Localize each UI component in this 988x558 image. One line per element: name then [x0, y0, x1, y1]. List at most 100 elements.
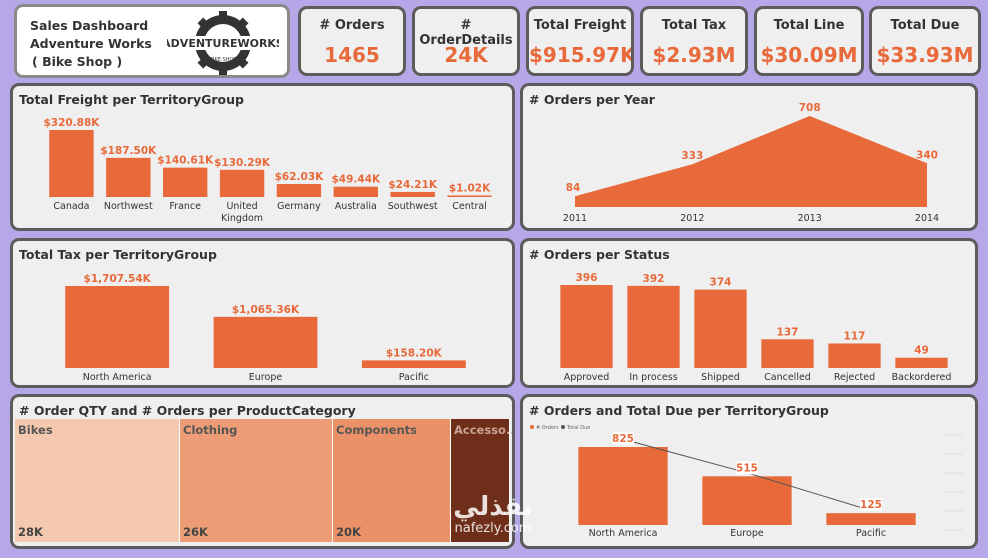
orders-year-chart-card: # Orders per Year 84 2011 333 2012 708 2013 34…: [520, 83, 978, 231]
treemap-category-label: Components: [336, 423, 417, 437]
kpi-title: Total Tax: [661, 18, 727, 33]
kpi-value: 1465: [324, 43, 380, 67]
data-label: $140.61K: [157, 155, 214, 167]
product-category-treemap: Bikes 28K Clothing 26K Components 20K Accesso.…: [15, 419, 512, 542]
data-label: $158.20K: [386, 347, 443, 359]
area-series: [575, 116, 927, 207]
bar: [213, 316, 318, 368]
category-label: In process: [629, 372, 677, 383]
status-chart-card: # Orders per Status 396 Approved 392 In pro…: [520, 238, 978, 388]
kpi-title: Total Line: [773, 18, 845, 33]
legend-label: # Orders: [536, 425, 559, 431]
data-label: $320.88K: [43, 117, 100, 129]
kpi-value: $33.93M: [876, 43, 974, 67]
chart-title: # Order QTY and # Orders per ProductCate…: [19, 403, 356, 418]
data-label: $24.21K: [388, 179, 438, 191]
treemap-value-label: 20K: [336, 525, 361, 539]
svg-text:BIKE SHOP: BIKE SHOP: [210, 57, 237, 63]
watermark-url: nafezly.com: [454, 521, 532, 536]
data-label: $1.02K: [449, 183, 491, 195]
category-label: Germany: [277, 201, 321, 212]
data-label: $62.03K: [275, 171, 325, 183]
bar: [826, 513, 916, 525]
data-label: 137: [777, 326, 799, 338]
kpi-value: $2.93M: [652, 43, 736, 67]
treemap-category-label: Clothing: [183, 423, 238, 437]
data-label: 84: [566, 182, 581, 194]
category-label: United: [226, 201, 257, 212]
kpi-value: 24K: [444, 43, 488, 67]
kpi-orders: # Orders 1465: [298, 6, 406, 76]
treemap-cell: Accesso...: [451, 419, 512, 542]
adventureworks-logo: ADVENTUREWORKS BIKE SHOP: [167, 11, 279, 75]
category-label: 2012: [680, 213, 704, 224]
freight-chart: $320.88K Canada $187.50K Northwest $140.61K F…: [43, 117, 492, 224]
treemap-value-label: 26K: [183, 525, 208, 539]
data-label: 708: [799, 102, 821, 114]
tax-chart-card: Total Tax per TerritoryGroup $1,707.54K N…: [10, 238, 515, 388]
bar: [49, 130, 94, 197]
category-label: Pacific: [399, 372, 429, 383]
bar: [694, 289, 747, 368]
kpi-total-line: Total Line $30.09M: [754, 6, 864, 76]
header-card: Sales Dashboard Adventure Works ( Bike S…: [14, 4, 290, 78]
kpi-value: $915.97K: [529, 43, 634, 67]
bar: [447, 195, 492, 197]
legend-marker: [561, 425, 565, 429]
kpi-total-tax: Total Tax $2.93M: [640, 6, 748, 76]
data-label: 117: [844, 330, 866, 342]
data-label: 396: [576, 272, 598, 284]
bar: [702, 476, 792, 525]
category-label: 2013: [798, 213, 822, 224]
chart-title: # Orders per Status: [529, 247, 670, 262]
category-label: Australia: [335, 201, 377, 212]
bar: [390, 191, 435, 197]
status-chart: 396 Approved 392 In process 374 Shipped 137 Can…: [560, 272, 952, 383]
bar: [560, 285, 613, 368]
bar: [333, 186, 378, 197]
legend-marker: [530, 425, 534, 429]
data-label: 49: [914, 345, 929, 357]
kpi-title: # OrderDetails: [419, 18, 513, 48]
bar: [276, 184, 322, 197]
chart-title: Total Tax per TerritoryGroup: [19, 247, 217, 262]
data-label-bg: [612, 432, 634, 445]
data-label: 125: [860, 499, 882, 511]
category-label: Shipped: [701, 372, 740, 383]
category-label: North America: [589, 528, 658, 539]
legend-label: Total Due: [566, 425, 590, 431]
bar: [627, 285, 680, 368]
kpi-title: # Orders: [319, 18, 385, 33]
data-label: 333: [681, 150, 703, 162]
data-label: 825: [612, 433, 634, 445]
data-label-bg: [860, 498, 882, 512]
kpi-order-details: # OrderDetails 24K: [412, 6, 520, 76]
bar: [761, 339, 814, 368]
bar: [361, 360, 466, 368]
kpi-title: Total Due: [890, 18, 960, 33]
bar: [578, 447, 668, 525]
category-label: Pacific: [856, 528, 886, 539]
chart-title: # Orders and Total Due per TerritoryGrou…: [529, 403, 829, 418]
bar: [163, 167, 208, 197]
treemap-cell: Bikes 28K: [15, 419, 180, 542]
treemap-category-label: Bikes: [18, 423, 53, 437]
kpi-value: $30.09M: [760, 43, 858, 67]
bar: [828, 343, 881, 368]
category-label: 2014: [915, 213, 939, 224]
category-label: Europe: [249, 372, 283, 383]
treemap-category-label: Accesso...: [454, 423, 515, 437]
category-label: Kingdom: [221, 213, 263, 224]
data-label: 515: [736, 462, 758, 474]
freight-chart-card: Total Freight per TerritoryGroup $320.88…: [10, 83, 515, 231]
data-label: $49.44K: [331, 174, 381, 186]
dashboard-title: Sales Dashboard Adventure Works ( Bike S…: [30, 18, 152, 69]
treemap-value-label: 28K: [18, 525, 43, 539]
bar: [895, 357, 948, 368]
data-label: 374: [710, 277, 732, 289]
category-label: Backordered: [892, 372, 952, 383]
watermark-arabic: نفذلي: [453, 492, 533, 522]
orders-due-chart-card: # Orders and Total Due per TerritoryGrou…: [520, 394, 978, 549]
data-label: 392: [643, 273, 665, 285]
kpi-total-due: Total Due $33.93M: [869, 6, 981, 76]
